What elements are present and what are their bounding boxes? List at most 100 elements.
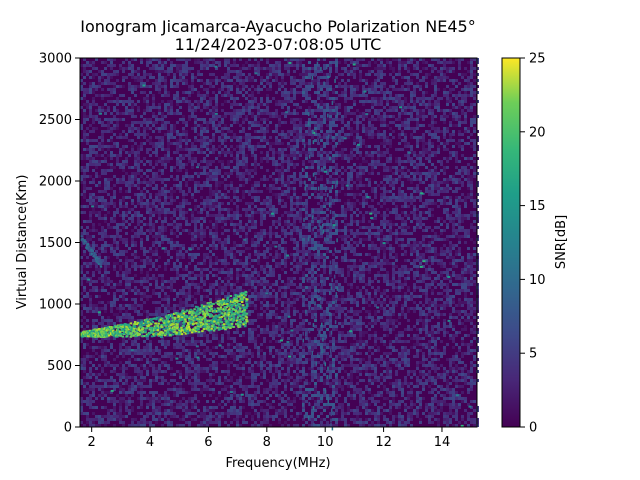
noise-cell (215, 223, 218, 226)
noise-cell (164, 247, 167, 250)
noise-cell (89, 187, 92, 190)
noise-cell (257, 256, 260, 259)
noise-cell (356, 133, 359, 136)
noise-cell (455, 190, 458, 193)
noise-cell (140, 202, 143, 205)
noise-cell (176, 160, 179, 163)
noise-cell (389, 235, 392, 238)
noise-cell (467, 130, 470, 133)
noise-cell (95, 244, 98, 247)
noise-cell (389, 94, 392, 97)
noise-cell (122, 181, 125, 184)
noise-cell (257, 67, 260, 70)
noise-cell (275, 181, 278, 184)
noise-cell (278, 235, 281, 238)
noise-cell (215, 172, 218, 175)
noise-cell (194, 256, 197, 259)
noise-cell (293, 217, 296, 220)
noise-cell (293, 181, 296, 184)
noise-cell (110, 220, 113, 223)
noise-cell (443, 166, 446, 169)
noise-cell (143, 136, 146, 139)
noise-cell (125, 241, 128, 244)
noise-cell (164, 184, 167, 187)
noise-cell (107, 73, 110, 76)
noise-cell (320, 106, 323, 109)
noise-cell (239, 88, 242, 91)
noise-cell (365, 145, 368, 148)
noise-cell (413, 208, 416, 211)
noise-cell (419, 223, 422, 226)
noise-cell (425, 67, 428, 70)
noise-cell (413, 178, 416, 181)
noise-cell (260, 67, 263, 70)
noise-cell (395, 160, 398, 163)
noise-cell (254, 145, 257, 148)
noise-cell (209, 169, 212, 172)
noise-cell (284, 148, 287, 151)
noise-cell (281, 91, 284, 94)
noise-cell (323, 217, 326, 220)
noise-cell (101, 235, 104, 238)
noise-cell (305, 157, 308, 160)
noise-cell (176, 112, 179, 115)
noise-cell (299, 178, 302, 181)
noise-cell (233, 136, 236, 139)
noise-cell (284, 160, 287, 163)
noise-cell (248, 112, 251, 115)
noise-cell (188, 187, 191, 190)
noise-cell (335, 166, 338, 169)
noise-cell (455, 112, 458, 115)
noise-cell (296, 79, 299, 82)
noise-cell (95, 115, 98, 118)
noise-cell (278, 151, 281, 154)
noise-cell (215, 103, 218, 106)
noise-cell (359, 175, 362, 178)
noise-cell (401, 190, 404, 193)
noise-cell (275, 61, 278, 64)
noise-cell (128, 139, 131, 142)
noise-cell (272, 142, 275, 145)
noise-cell (179, 64, 182, 67)
noise-cell (200, 211, 203, 214)
noise-cell (323, 142, 326, 145)
noise-cell (434, 136, 437, 139)
noise-cell (233, 241, 236, 244)
noise-cell (206, 79, 209, 82)
noise-cell (329, 175, 332, 178)
noise-cell (224, 94, 227, 97)
noise-cell (110, 247, 113, 250)
noise-cell (260, 79, 263, 82)
noise-cell (155, 178, 158, 181)
noise-cell (404, 205, 407, 208)
noise-cell (236, 121, 239, 124)
noise-cell (176, 67, 179, 70)
noise-cell (89, 217, 92, 220)
noise-cell (422, 244, 425, 247)
noise-cell (101, 196, 104, 199)
noise-cell (326, 208, 329, 211)
noise-cell (128, 64, 131, 67)
noise-cell (125, 259, 128, 262)
noise-cell (110, 217, 113, 220)
noise-cell (194, 124, 197, 127)
noise-cell (146, 175, 149, 178)
noise-cell (149, 211, 152, 214)
noise-cell (227, 88, 230, 91)
noise-cell (329, 133, 332, 136)
noise-cell (89, 214, 92, 217)
noise-cell (143, 250, 146, 253)
noise-cell (284, 184, 287, 187)
noise-cell (401, 130, 404, 133)
noise-cell (380, 115, 383, 118)
noise-cell (122, 226, 125, 229)
noise-cell (215, 181, 218, 184)
noise-cell (92, 178, 95, 181)
noise-cell (125, 211, 128, 214)
noise-cell (173, 247, 176, 250)
noise-cell (326, 157, 329, 160)
noise-cell (344, 67, 347, 70)
noise-cell (194, 76, 197, 79)
noise-cell (314, 244, 317, 247)
noise-cell (473, 148, 476, 151)
